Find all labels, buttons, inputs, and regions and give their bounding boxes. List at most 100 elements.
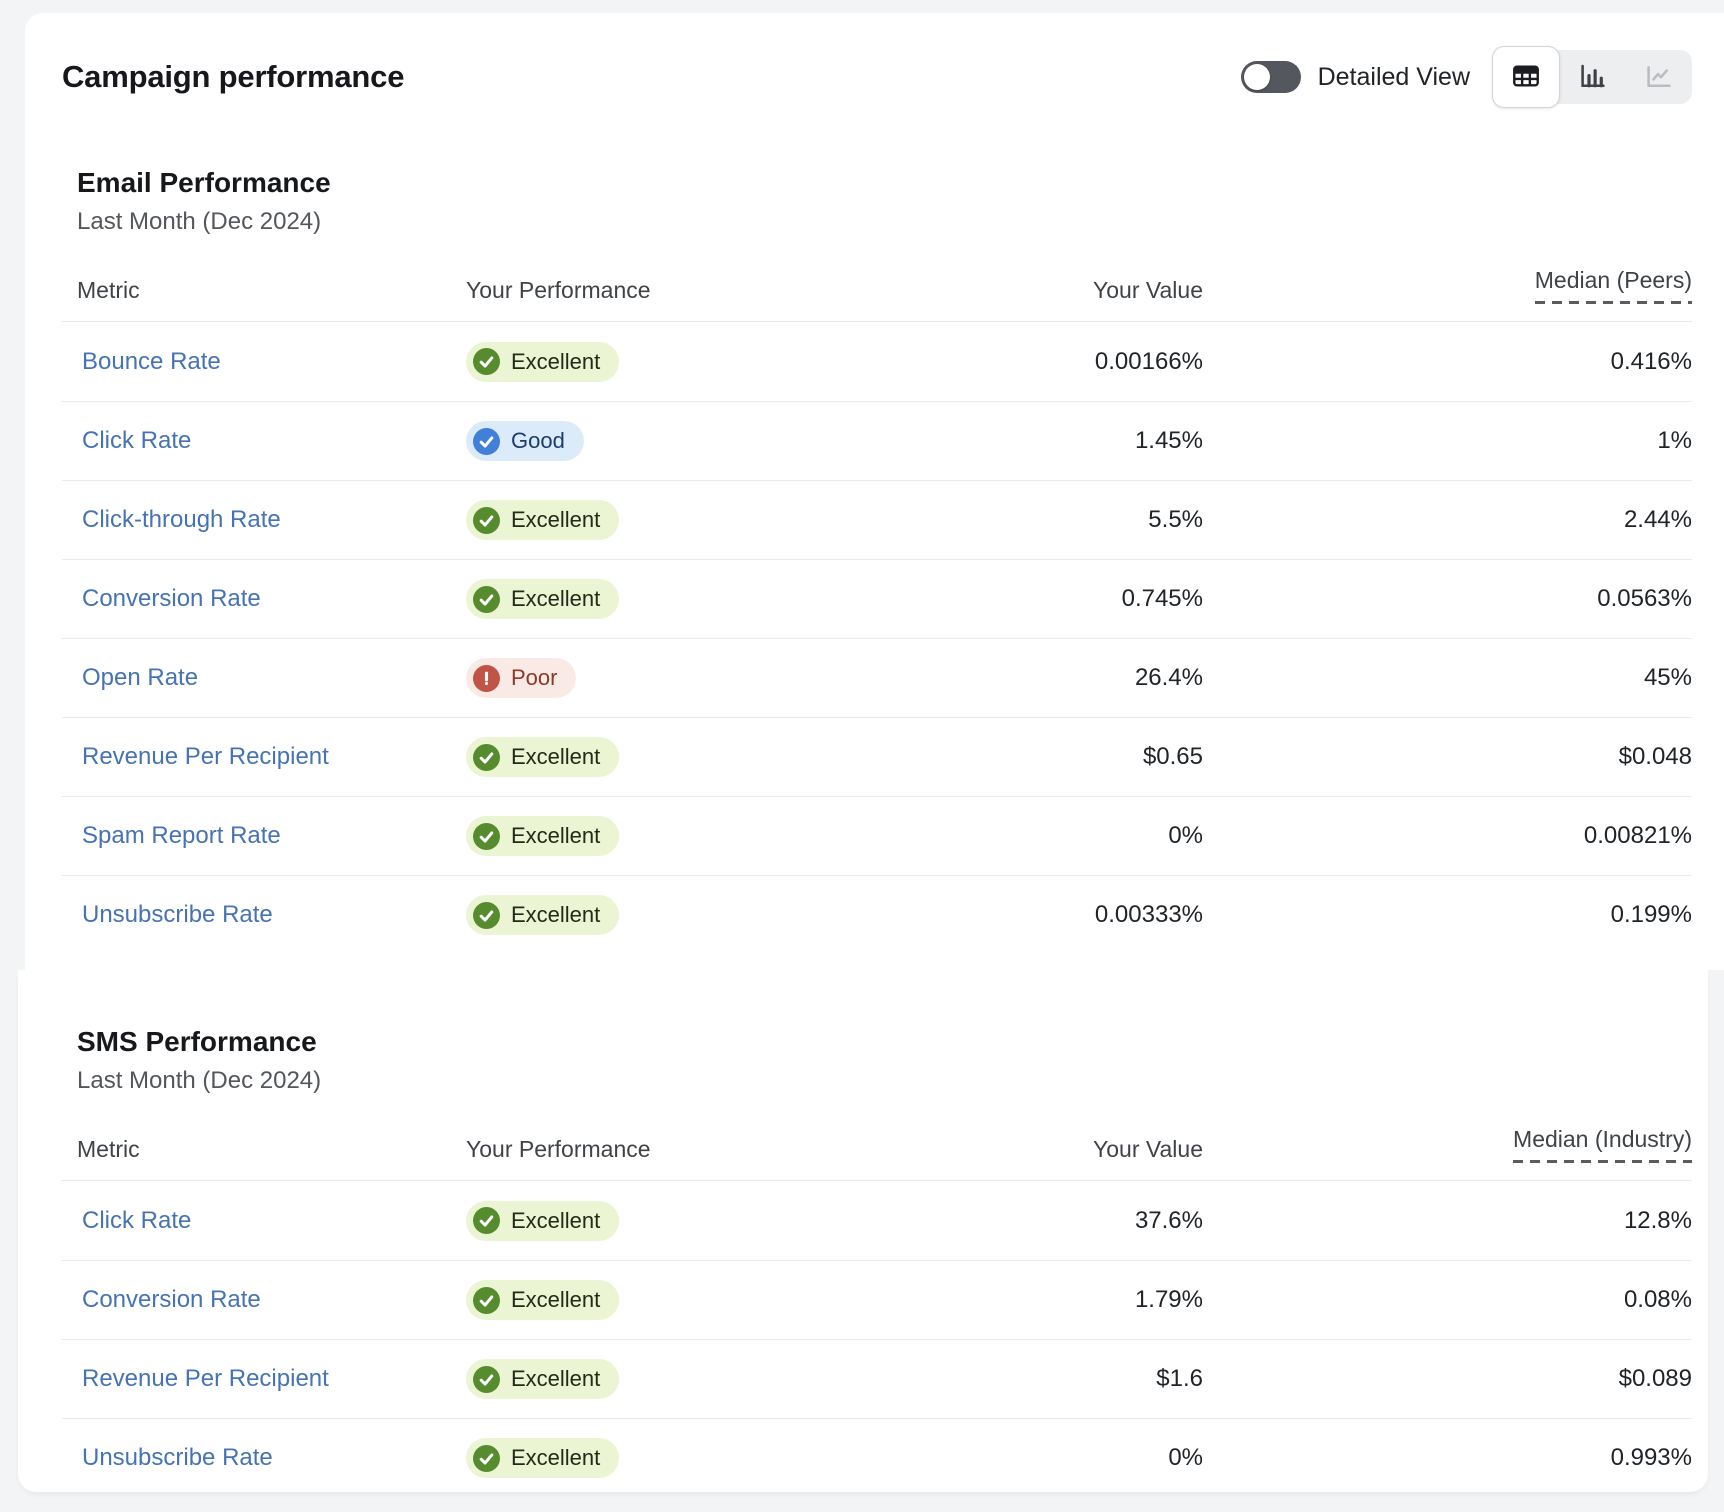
- median-value-cell: 1%: [1657, 427, 1692, 454]
- header-controls: Detailed View: [1240, 46, 1692, 108]
- toggle-knob: [1243, 64, 1270, 90]
- value-column-header: Your Value: [1093, 277, 1203, 303]
- metric-link[interactable]: Unsubscribe Rate: [82, 901, 273, 928]
- table-row: Conversion Rate Excellent 1.79% 0.08%: [62, 1260, 1692, 1339]
- median-column-header[interactable]: Median (Industry): [1203, 1126, 1692, 1163]
- your-value-cell: 5.5%: [1148, 506, 1203, 533]
- your-value-cell: 0%: [1168, 822, 1203, 849]
- table-body: Click Rate Excellent 37.6% 12.8% Convers…: [62, 1181, 1692, 1497]
- table-row: Unsubscribe Rate Excellent 0.00333% 0.19…: [62, 875, 1692, 954]
- table-row: Click Rate Good 1.45% 1%: [62, 401, 1692, 480]
- your-value-cell: 0.00333%: [1094, 901, 1203, 928]
- table-row: Revenue Per Recipient Excellent $1.6 $0.…: [62, 1339, 1692, 1418]
- status-icon: [473, 743, 500, 771]
- status-icon: [473, 1365, 500, 1393]
- your-value-cell: $0.65: [1142, 743, 1203, 770]
- metric-link[interactable]: Open Rate: [82, 664, 199, 691]
- metric-link[interactable]: Bounce Rate: [82, 347, 221, 375]
- email-performance-card: [25, 13, 1724, 970]
- metric-link[interactable]: Spam Report Rate: [82, 822, 281, 849]
- table-row: Click-through Rate Excellent 5.5% 2.44%: [62, 480, 1692, 559]
- section-subtitle: Last Month (Dec 2024): [77, 208, 322, 235]
- metric-link[interactable]: Conversion Rate: [82, 585, 261, 612]
- performance-badge: Excellent: [466, 579, 620, 619]
- performance-badge: Excellent: [466, 816, 620, 856]
- median-value-cell: $0.048: [1618, 743, 1692, 770]
- widget-header: Campaign performance Detailed View: [62, 46, 1692, 108]
- your-value-cell: 37.6%: [1134, 1206, 1203, 1234]
- section-title: Email Performance: [77, 167, 331, 198]
- status-icon: [473, 1444, 500, 1472]
- median-value-cell: 2.44%: [1623, 506, 1692, 533]
- metric-link[interactable]: Unsubscribe Rate: [82, 1444, 273, 1471]
- performance-section: SMS Performance Last Month (Dec 2024) Me…: [62, 1026, 1692, 1497]
- median-value-cell: 0.08%: [1623, 1286, 1692, 1313]
- metric-link[interactable]: Conversion Rate: [82, 1286, 261, 1313]
- bar-chart-view-button[interactable]: [1560, 50, 1626, 104]
- performance-badge: Excellent: [466, 895, 620, 935]
- performance-badge-label: Excellent: [511, 1207, 601, 1233]
- table-row: Revenue Per Recipient Excellent $0.65 $0…: [62, 717, 1692, 796]
- campaign-performance-widget: Campaign performance Detailed View: [62, 13, 1692, 1497]
- table-row: Open Rate Poor 26.4% 45%: [62, 638, 1692, 717]
- table-header-row: Metric Your Performance Your Value Media…: [62, 236, 1692, 322]
- detailed-view-toggle[interactable]: [1240, 61, 1301, 93]
- performance-badge-label: Poor: [511, 665, 558, 690]
- status-icon: [473, 348, 500, 375]
- status-icon: [473, 664, 500, 692]
- median-header-tooltip-trigger[interactable]: Median (Industry): [1513, 1126, 1692, 1163]
- performance-badge-label: Excellent: [511, 586, 601, 611]
- metric-link[interactable]: Revenue Per Recipient: [82, 1365, 329, 1392]
- performance-column-header: Your Performance: [466, 277, 651, 303]
- status-icon: [473, 427, 500, 455]
- performance-badge: Excellent: [466, 1438, 620, 1478]
- median-value-cell: 45%: [1643, 664, 1692, 691]
- table-row: Unsubscribe Rate Excellent 0% 0.993%: [62, 1418, 1692, 1497]
- status-icon: [473, 585, 500, 613]
- median-value-cell: 0.416%: [1610, 347, 1692, 375]
- line-chart-view-button[interactable]: [1626, 50, 1692, 104]
- median-value-cell: 0.993%: [1610, 1444, 1692, 1471]
- performance-badge-label: Excellent: [511, 1445, 601, 1470]
- performance-badge-label: Excellent: [511, 1287, 601, 1312]
- metric-link[interactable]: Revenue Per Recipient: [82, 743, 329, 770]
- performance-sections: Email Performance Last Month (Dec 2024) …: [62, 167, 1692, 1497]
- table-view-button[interactable]: [1492, 46, 1560, 108]
- your-value-cell: 26.4%: [1134, 664, 1203, 691]
- metric-link[interactable]: Click Rate: [82, 1206, 192, 1234]
- median-header-tooltip-trigger[interactable]: Median (Peers): [1534, 267, 1692, 304]
- performance-badge: Poor: [466, 658, 577, 698]
- table-body: Bounce Rate Excellent 0.00166% 0.416% Cl…: [62, 322, 1692, 954]
- median-value-cell: 0.0563%: [1597, 585, 1692, 612]
- metric-column-header: Metric: [77, 1136, 140, 1162]
- performance-badge-label: Excellent: [511, 348, 601, 374]
- performance-badge: Excellent: [466, 737, 620, 777]
- performance-badge-label: Excellent: [511, 1366, 601, 1391]
- your-value-cell: 1.79%: [1134, 1286, 1203, 1313]
- median-column-header[interactable]: Median (Peers): [1203, 267, 1692, 304]
- your-value-cell: 0.00166%: [1094, 347, 1203, 375]
- your-value-cell: 1.45%: [1134, 427, 1203, 454]
- your-value-cell: 0%: [1168, 1444, 1203, 1471]
- metric-column-header: Metric: [77, 277, 140, 303]
- your-value-cell: 0.745%: [1121, 585, 1203, 612]
- median-value-cell: $0.089: [1618, 1365, 1692, 1392]
- performance-badge-label: Excellent: [511, 507, 601, 532]
- performance-badge: Excellent: [466, 1200, 620, 1241]
- performance-badge-label: Good: [511, 428, 565, 453]
- line-chart-icon: [1643, 60, 1675, 95]
- section-subtitle: Last Month (Dec 2024): [77, 1067, 322, 1094]
- bar-chart-icon: [1577, 60, 1609, 95]
- value-column-header: Your Value: [1093, 1136, 1203, 1162]
- status-icon: [473, 506, 500, 534]
- status-icon: [473, 1207, 500, 1234]
- median-value-cell: 0.199%: [1610, 901, 1692, 928]
- performance-badge: Excellent: [466, 1359, 620, 1399]
- median-value-cell: 0.00821%: [1583, 822, 1692, 849]
- metric-link[interactable]: Click Rate: [82, 427, 192, 454]
- metric-link[interactable]: Click-through Rate: [82, 506, 281, 533]
- table-icon: [1510, 60, 1542, 95]
- performance-badge: Excellent: [466, 341, 620, 382]
- performance-badge-label: Excellent: [511, 823, 601, 848]
